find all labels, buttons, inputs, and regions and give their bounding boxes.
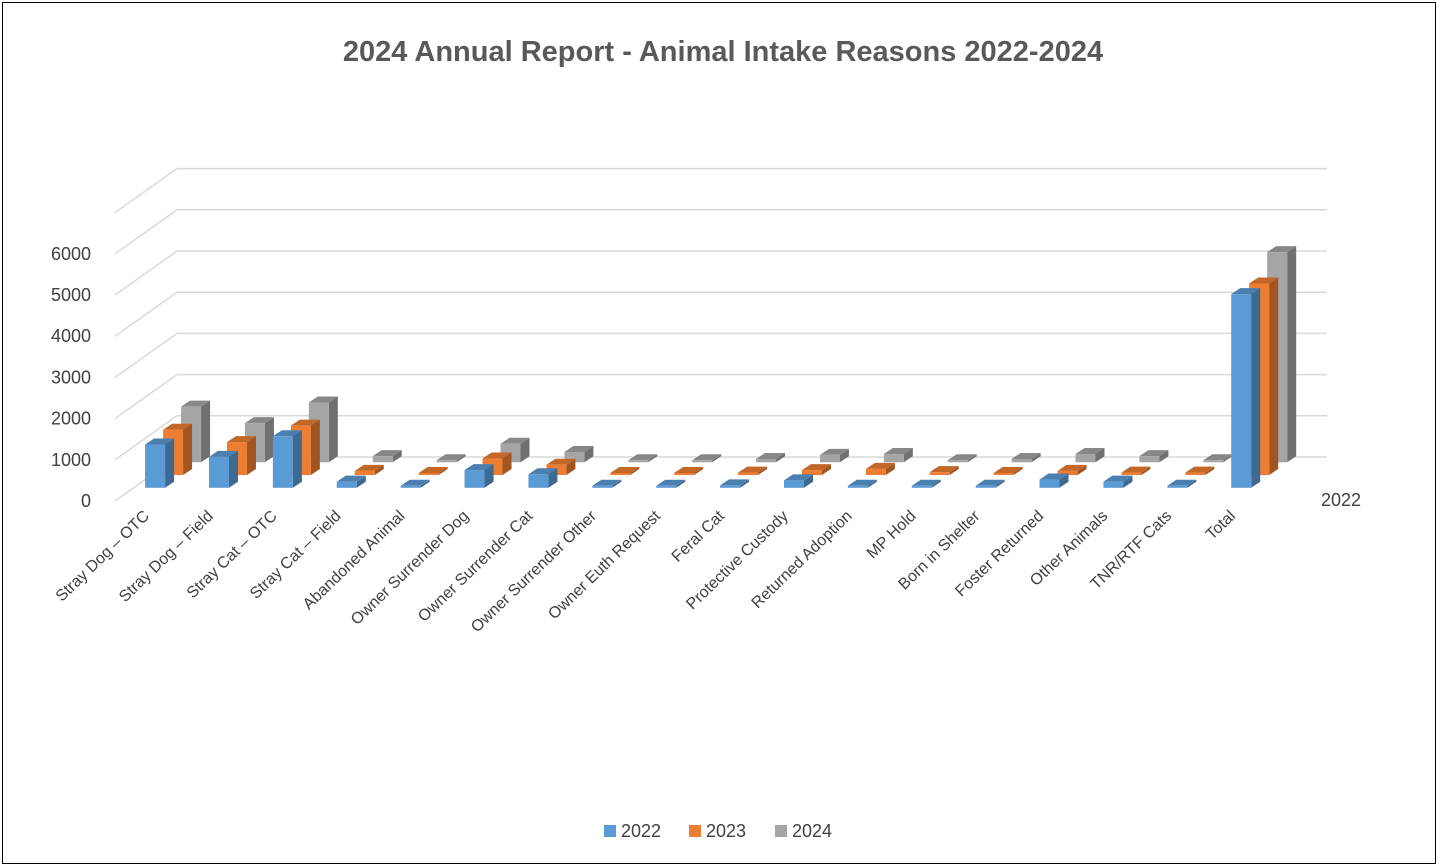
bar-2023-11 [865,462,895,476]
bar-2022-3 [336,475,366,488]
bar-2024-10 [819,448,849,463]
bar-2024-4 [436,454,466,463]
bar-2023-9 [738,466,768,476]
bar-2022-9 [720,479,750,488]
depth-axis-label: 2022 [1321,490,1361,510]
y-axis-ticks: 0 1000 2000 3000 4000 5000 6000 [51,244,91,511]
bar-2024-7 [628,454,658,463]
bar-2023-7 [610,467,640,476]
bar-2022-0 [145,438,175,488]
y-tick-label: 3000 [51,367,91,387]
bar-2024-9 [756,452,786,463]
bar-2022-14 [1039,473,1069,488]
bar-2022-1 [208,450,238,488]
legend-label: 2024 [792,821,832,841]
y-tick-label: 1000 [51,450,91,470]
legend-item-2023[interactable]: 2023 [689,821,746,841]
bar-2023-3 [354,464,384,476]
bar-2024-11 [883,448,913,463]
bar-2024-16 [1203,454,1233,463]
category-label: Total [1203,508,1239,544]
legend-swatch [689,825,701,837]
legend-swatch [604,825,616,837]
category-label: Owner Euth Request [545,507,664,623]
bar-2024-13 [1011,452,1041,463]
bar-2023-12 [929,466,959,476]
bar-2022-16 [1167,479,1197,488]
bar-2024-15 [1139,450,1169,463]
bar-2023-14 [1057,464,1087,476]
category-label: Owner Surrender Other [468,507,601,636]
bar-2022-13 [975,479,1005,488]
category-label: Owner Surrender Dog [348,508,472,629]
chart-title: 2024 Annual Report - Animal Intake Reaso… [343,36,1103,68]
bar-2022-11 [847,479,877,488]
legend-label: 2023 [706,821,746,841]
bar-2023-15 [1121,466,1151,476]
category-label: Feral Cat [669,507,729,565]
gridline [114,209,1327,255]
bar-2022-2 [272,430,302,488]
category-label: MP Hold [864,508,920,563]
bar-2023-13 [993,467,1023,476]
y-tick-label: 2000 [51,409,91,429]
y-tick-label: 6000 [51,244,91,264]
bar-2022-5 [464,464,494,488]
legend-item-2024[interactable]: 2024 [775,821,832,841]
bar-2024-8 [692,454,722,463]
category-label: Owner Surrender Cat [415,507,537,625]
gridline [114,291,1327,337]
bar-2022-17 [1231,288,1261,488]
bar-2022-6 [528,468,558,488]
gridlines [114,167,1327,502]
bar-2024-6 [564,445,594,463]
bar-2022-8 [656,479,686,488]
bar-2022-12 [911,479,941,488]
y-tick-label: 4000 [51,326,91,346]
bar-2022-15 [1103,475,1133,488]
legend[interactable]: 2022 2023 2024 [604,821,832,841]
legend-swatch [775,825,787,837]
bar-2024-14 [1075,448,1105,463]
gridline [114,373,1327,420]
bar-2022-4 [400,479,430,488]
bar-2023-10 [801,464,831,476]
bar-2022-7 [592,479,622,488]
legend-label: 2022 [621,821,661,841]
y-tick-label: 0 [81,491,91,511]
gridline [114,332,1327,379]
bar-2023-16 [1185,466,1215,476]
bar-2024-12 [947,454,977,463]
chart-svg: 2024 Annual Report - Animal Intake Reaso… [51,36,1361,841]
gridline [114,415,1327,461]
gridline [114,167,1327,214]
bar-2024-3 [372,450,402,463]
bars [145,246,1297,488]
legend-item-2022[interactable]: 2022 [604,821,661,841]
bar-2023-8 [674,467,704,476]
y-tick-label: 5000 [51,285,91,305]
bar-2023-4 [418,466,448,476]
gridline [114,250,1327,296]
bar-2022-10 [783,474,813,488]
